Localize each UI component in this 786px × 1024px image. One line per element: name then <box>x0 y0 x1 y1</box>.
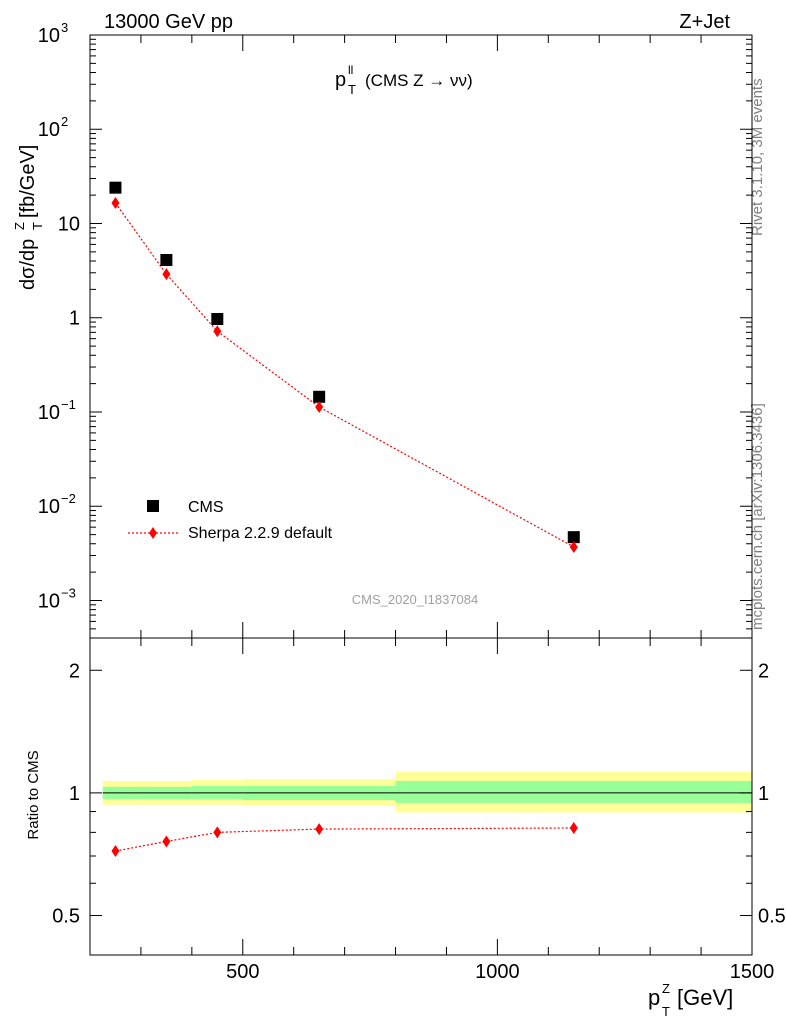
side-note-rivet: Rivet 3.1.10, 3M events <box>749 78 766 236</box>
ratio-mc-point <box>162 835 171 848</box>
main-ylabel-sup: Z <box>12 222 27 230</box>
main-frame <box>89 34 753 639</box>
ratio-ytick-label-right: 2 <box>758 660 769 682</box>
energy-label: 13000 GeV pp <box>104 11 233 33</box>
ratio-mc-point <box>569 821 578 834</box>
mc-point <box>213 325 222 338</box>
mc-point <box>111 197 120 210</box>
plot-title-sup: ll <box>348 63 353 77</box>
xlabel: p Z T [GeV] <box>648 981 733 1019</box>
data-point <box>160 253 173 266</box>
xlabel-sup: Z <box>662 981 670 996</box>
plot-title-main: p <box>335 69 346 91</box>
ratio-ytick-label-right: 1 <box>758 783 769 805</box>
ratio-panel-axes: 0.5 0.5 1 1 2 2 500 1000 1500 <box>52 637 786 983</box>
xlabel-unit: [GeV] <box>677 985 733 1010</box>
ratio-panel-marks <box>111 821 578 858</box>
main-ylabel-unit: [fb/GeV] <box>17 145 39 218</box>
main-ytick-label: 10 <box>58 213 80 235</box>
main-ytick-label-base: 10 <box>38 119 60 141</box>
ratio-mc-point <box>315 823 324 836</box>
legend-data-label: CMS <box>188 499 224 516</box>
main-ytick-label: 1 <box>69 308 80 330</box>
ratio-frame <box>89 637 753 956</box>
xlabel-sub: T <box>662 1004 670 1019</box>
main-ylabel-sub: T <box>30 222 45 230</box>
xtick-label: 1500 <box>730 961 775 983</box>
data-point <box>109 181 122 194</box>
main-ylabel-main: dσ/dp <box>17 239 39 290</box>
band-inner <box>395 780 752 803</box>
main-ylabel: dσ/dp Z T [fb/GeV] <box>12 145 45 290</box>
plot-title-rest: (CMS Z → νν) <box>365 71 473 90</box>
mc-line <box>114 202 575 548</box>
data-point <box>211 312 224 325</box>
main-ytick-label-exp: 2 <box>61 114 68 129</box>
main-ytick-label-exp: −2 <box>61 491 76 506</box>
main-ytick-label: 10 −1 <box>38 397 76 424</box>
ratio-mc-point <box>213 826 222 839</box>
ratio-uncertainty-bands <box>102 772 752 813</box>
plot-title-sub: T <box>348 82 356 97</box>
main-ytick-label: 10 2 <box>38 114 68 141</box>
legend-data-marker <box>147 500 159 512</box>
ratio-ytick-label-left: 0.5 <box>52 906 80 928</box>
main-panel-marks <box>109 181 580 553</box>
mc-point <box>315 400 324 413</box>
plot-title: p ll T (CMS Z → νν) <box>335 63 473 97</box>
ratio-ylabel: Ratio to CMS <box>25 750 42 839</box>
main-ytick-label-exp: −1 <box>61 397 76 412</box>
main-ytick-label: 10 −2 <box>38 491 76 518</box>
main-ytick-label-base: 10 <box>38 496 60 518</box>
main-ytick-label-base: 10 <box>38 25 60 47</box>
main-ytick-label-base: 1 <box>69 308 80 330</box>
ratio-ytick-label-left: 2 <box>69 660 80 682</box>
main-ytick-label-base: 10 <box>58 213 80 235</box>
data-point <box>567 531 580 544</box>
legend: CMS Sherpa 2.2.9 default <box>128 499 333 542</box>
data-point <box>313 390 326 403</box>
xtick-label: 1000 <box>475 961 520 983</box>
legend-mc-label: Sherpa 2.2.9 default <box>188 525 333 542</box>
main-ytick-label-base: 10 <box>38 590 60 612</box>
ratio-mc-point <box>111 845 120 858</box>
ratio-mc-line <box>115 827 574 852</box>
main-ytick-label-base: 10 <box>38 402 60 424</box>
xlabel-main: p <box>648 985 660 1010</box>
xtick-label: 500 <box>226 961 259 983</box>
main-ytick-label-exp: −3 <box>61 585 76 600</box>
process-label: Z+Jet <box>679 11 730 33</box>
side-note-mcplots: mcplots.cern.ch [arXiv:1306.3436] <box>749 403 766 630</box>
analysis-id: CMS_2020_I1837084 <box>352 592 479 607</box>
main-ytick-label: 10 3 <box>38 20 68 47</box>
ratio-ytick-label-right: 0.5 <box>758 906 786 928</box>
main-ytick-label: 10 −3 <box>38 585 76 612</box>
main-ytick-label-exp: 3 <box>61 20 68 35</box>
mc-point <box>162 268 171 281</box>
legend-mc-marker <box>149 527 157 539</box>
mc-point <box>569 540 578 553</box>
ratio-ytick-label-left: 1 <box>69 783 80 805</box>
